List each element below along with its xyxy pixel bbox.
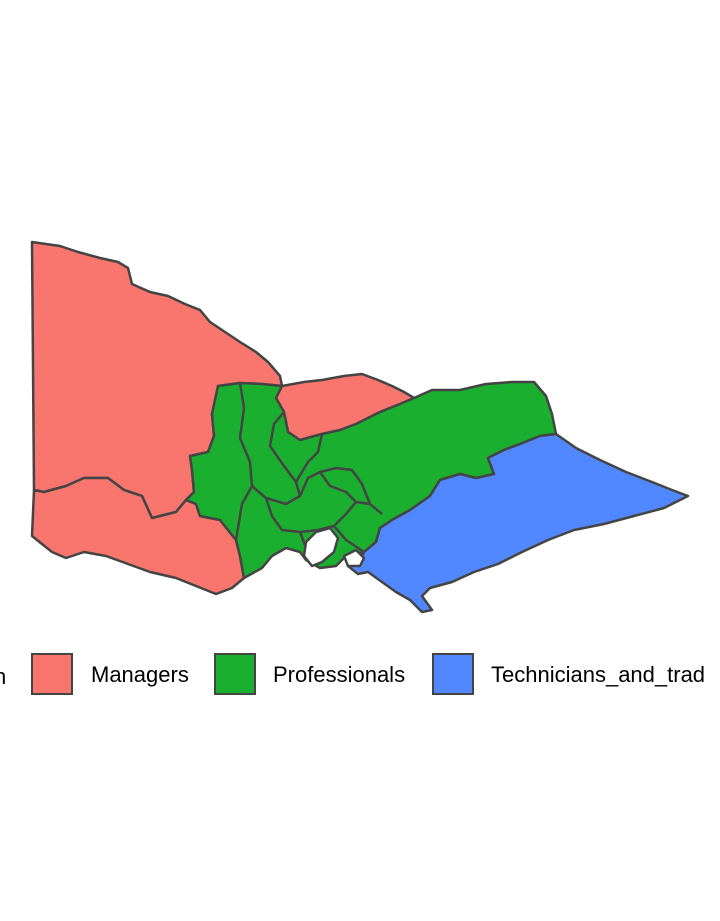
port-phillip-bay	[302, 526, 340, 568]
region-professionals-subregion-borders	[234, 382, 383, 554]
map-legend: n Managers Professionals Technicians_and…	[0, 648, 720, 704]
legend-label-professionals: Professionals	[273, 662, 406, 687]
legend-label-technicians: Technicians_and_trad	[491, 662, 706, 687]
legend-label-managers: Managers	[91, 662, 189, 687]
legend-key-managers	[31, 653, 73, 695]
western-port	[342, 548, 366, 568]
legend-title: n	[0, 664, 7, 689]
legend-key-technicians	[432, 653, 474, 695]
legend-key-professionals	[214, 653, 256, 695]
region-technicians-east	[346, 432, 690, 614]
